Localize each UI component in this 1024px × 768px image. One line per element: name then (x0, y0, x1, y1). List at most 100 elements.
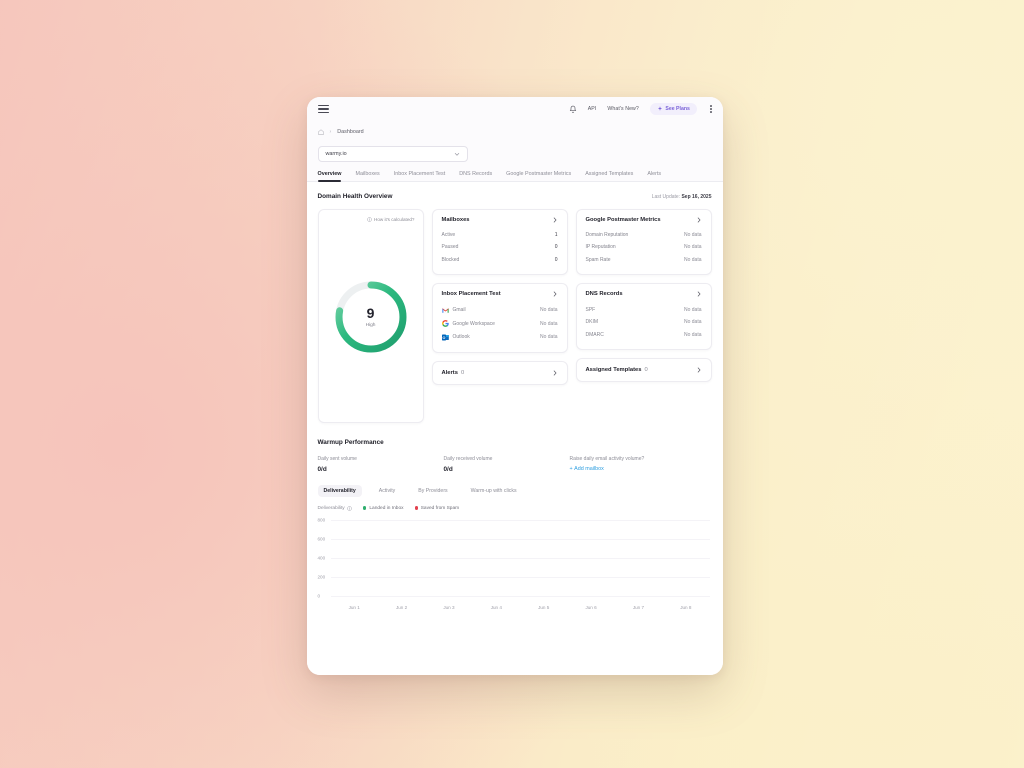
row-label: Outlook (452, 334, 470, 341)
chevron-right-icon[interactable] (696, 291, 702, 297)
row-label: DMARC (585, 331, 604, 338)
tab-google-postmaster-metrics[interactable]: Google Postmaster Metrics (506, 170, 572, 177)
how-its-calculated-label: How it's calculated? (374, 216, 415, 222)
chevron-right-icon[interactable] (552, 291, 558, 297)
tab-bar: Overview Mailboxes Inbox Placement Test … (306, 162, 723, 182)
gmail-icon (441, 307, 449, 313)
daily-received-volume-stat: Daily received volume 0/d (444, 456, 570, 473)
mailboxes-card-header: Mailboxes (442, 217, 558, 223)
row-label: Google Workspace (452, 320, 495, 327)
alerts-card-count: 0 (460, 370, 465, 377)
domain-select-value: warmy.io (325, 150, 347, 157)
chevron-right-icon[interactable] (696, 217, 702, 223)
tab-inbox-placement-test[interactable]: Inbox Placement Test (393, 170, 446, 177)
info-icon (366, 216, 372, 222)
google-workspace-icon (441, 320, 449, 327)
legend-item-saved-from-spam[interactable]: Saved from Spam (414, 505, 460, 511)
tab-overview[interactable]: Overview (317, 171, 341, 182)
main-content: Domain Health Overview Last Update: Sep … (306, 181, 723, 675)
domain-select[interactable]: warmy.io (317, 145, 468, 162)
assigned-templates-card-title: Assigned Templates (585, 367, 642, 374)
row-label: Blocked (441, 256, 460, 263)
alerts-card-title: Alerts (441, 370, 458, 377)
y-tick: 600 (317, 536, 326, 541)
raise-volume-label: Raise daily email activity volume? (569, 455, 645, 462)
y-tick: 800 (317, 517, 326, 522)
daily-sent-volume-stat: Daily sent volume 0/d (318, 456, 444, 473)
breadcrumb-current: Dashboard (337, 128, 364, 135)
google-postmaster-metrics-card[interactable]: Google Postmaster Metrics Domain Reputat… (575, 208, 712, 276)
info-icon[interactable] (347, 505, 353, 511)
breadcrumb-separator: › (329, 128, 332, 135)
whats-new-link[interactable]: What's New? (607, 106, 639, 112)
dns-card-title: DNS Records (585, 291, 623, 298)
chevron-right-icon[interactable] (552, 370, 558, 376)
inbox-placement-test-card[interactable]: Inbox Placement Test Gmail No data (431, 283, 568, 354)
outlook-icon: O (441, 334, 449, 341)
tab-mailboxes[interactable]: Mailboxes (355, 170, 380, 177)
row-label: Spam Rate (585, 256, 611, 263)
assigned-templates-card-count: 0 (644, 367, 648, 374)
chart-tab-by-providers[interactable]: By Providers (418, 487, 448, 494)
table-row: Blocked 0 (442, 254, 558, 267)
row-label-wrap: Google Workspace (441, 320, 495, 327)
legend-caption: Deliverability (318, 506, 353, 511)
mailboxes-card[interactable]: Mailboxes Active 1 Paused 0 Blocked 0 (431, 208, 568, 276)
add-mailbox-button[interactable]: + Add mailbox (570, 466, 696, 472)
x-tick: Jun 4 (490, 604, 502, 610)
chart-tab-deliverability[interactable]: Deliverability (317, 484, 362, 497)
deliverability-chart: 800 600 400 200 0 Jun 1 Jun 2 Jun 3 Jun … (317, 517, 712, 610)
svg-text:O: O (442, 336, 445, 340)
row-label: Gmail (452, 307, 466, 314)
table-row: Paused 0 (442, 241, 558, 254)
hamburger-icon[interactable] (317, 104, 329, 114)
legend-label: Saved from Spam (420, 505, 460, 511)
inbox-placement-card-header: Inbox Placement Test (442, 291, 558, 297)
tab-assigned-templates[interactable]: Assigned Templates (585, 170, 634, 177)
chevron-right-icon[interactable] (552, 217, 558, 223)
row-value: No data (683, 231, 702, 238)
chart-legend: Deliverability Landed in Inbox Saved fro… (318, 506, 712, 511)
table-row: DMARC No data (586, 328, 702, 341)
domain-health-gauge-card: How it's calculated? (317, 208, 424, 423)
row-value: No data (539, 334, 558, 341)
mailboxes-card-title: Mailboxes (441, 216, 470, 223)
chart-tab-activity[interactable]: Activity (378, 487, 396, 494)
row-label-wrap: O Outlook (441, 334, 470, 341)
api-link[interactable]: API (587, 106, 597, 112)
sparkle-icon (657, 106, 663, 111)
row-label: DKIM (585, 319, 599, 326)
how-its-calculated-link[interactable]: How it's calculated? (366, 216, 415, 222)
x-tick: Jun 2 (395, 604, 408, 610)
row-label-wrap: Gmail (441, 307, 466, 314)
postmaster-card-header: Google Postmaster Metrics (586, 217, 702, 223)
table-row: Google Workspace No data (441, 317, 558, 331)
chevron-right-icon[interactable] (696, 367, 702, 373)
table-row: IP Reputation No data (586, 241, 702, 254)
more-options-icon[interactable] (708, 103, 714, 114)
y-tick: 0 (317, 593, 321, 598)
overview-grid: How it's calculated? (317, 208, 712, 423)
assigned-templates-card[interactable]: Assigned Templates 0 (575, 358, 712, 383)
home-icon[interactable] (317, 128, 324, 135)
stat-value: 0/d (443, 465, 453, 473)
top-bar-actions: API What's New? See Plans (569, 103, 714, 115)
breadcrumb: › Dashboard (307, 122, 723, 142)
x-tick: Jun 7 (632, 604, 645, 610)
add-mailbox-label: Add mailbox (574, 465, 604, 472)
last-update: Last Update: Sep 16, 2025 (652, 194, 712, 200)
tab-dns-records[interactable]: DNS Records (459, 170, 493, 177)
table-row: SPF No data (586, 303, 702, 316)
see-plans-button[interactable]: See Plans (649, 103, 697, 115)
legend-item-landed-in-inbox[interactable]: Landed in Inbox (363, 506, 404, 511)
x-tick: Jun 8 (680, 604, 692, 610)
tab-alerts[interactable]: Alerts (647, 170, 662, 177)
notification-bell-icon[interactable] (569, 105, 577, 114)
dns-records-card[interactable]: DNS Records SPF No data DKIM No data DMA… (575, 283, 712, 351)
health-score-gauge: 9 High (332, 278, 410, 356)
chevron-down-icon (454, 152, 459, 156)
add-mailbox-plus: + (569, 465, 573, 472)
alerts-card[interactable]: Alerts 0 (431, 361, 568, 386)
chart-tab-warmup-with-clicks[interactable]: Warm-up with clicks (470, 487, 517, 494)
table-row: Spam Rate No data (586, 254, 702, 267)
